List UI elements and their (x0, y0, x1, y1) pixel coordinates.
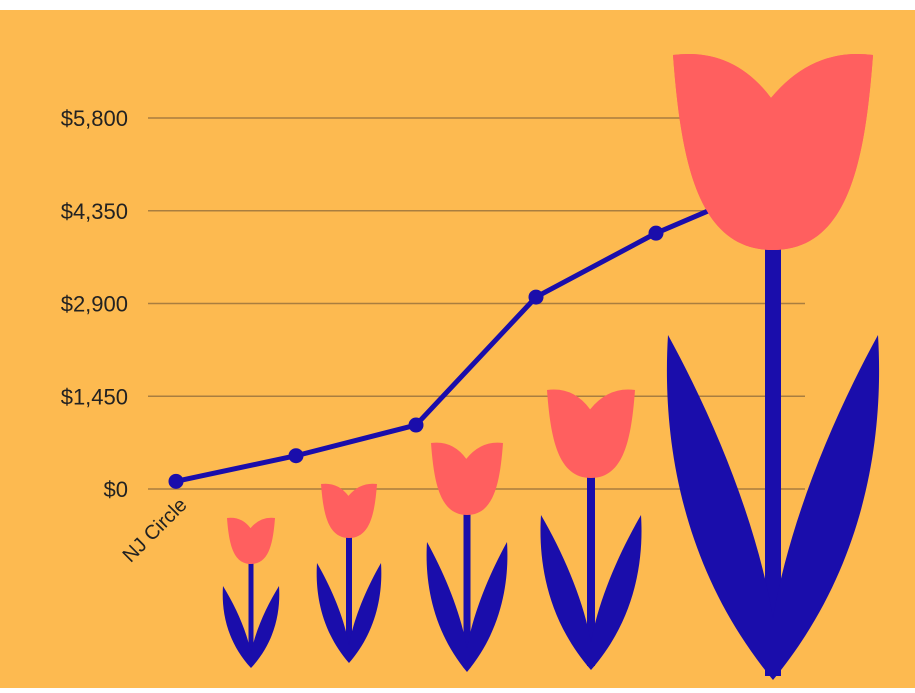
tulip-leaves (222, 586, 280, 668)
series-layer (168, 53, 873, 489)
tulip-head-front (673, 53, 873, 251)
tulip-leaves (426, 542, 508, 672)
y-tick-label: $4,350 (61, 199, 128, 224)
tulip-stem (587, 474, 595, 666)
y-tick-label: $0 (104, 477, 128, 502)
tulip-leaves (316, 563, 382, 663)
tulip-stem (765, 246, 781, 676)
tulip-leaves (666, 335, 880, 680)
tulip-stem (346, 534, 352, 659)
series-line (175, 179, 777, 484)
tulip-stem (463, 511, 471, 668)
tulip-icon (222, 517, 280, 668)
tulip-stem (248, 560, 254, 664)
data-point (408, 417, 424, 433)
y-tick-label: $2,900 (61, 292, 128, 317)
tulip-icon (540, 389, 642, 670)
y-axis-ticks: $0 $1,450 $2,900 $4,350 $5,800 (61, 106, 128, 502)
y-tick-label: $1,450 (61, 384, 128, 409)
tulip-leaves (540, 515, 642, 670)
data-point (528, 289, 544, 305)
tulip-head (431, 442, 503, 515)
tulip-head (547, 389, 635, 478)
y-tick-label: $5,800 (61, 106, 128, 131)
tulip-head (227, 517, 275, 564)
data-point (648, 225, 664, 241)
tulip-head (321, 483, 377, 538)
tulip-icon (426, 442, 508, 672)
data-point (288, 448, 304, 464)
tulip-icon (316, 483, 382, 663)
data-point (168, 473, 184, 489)
